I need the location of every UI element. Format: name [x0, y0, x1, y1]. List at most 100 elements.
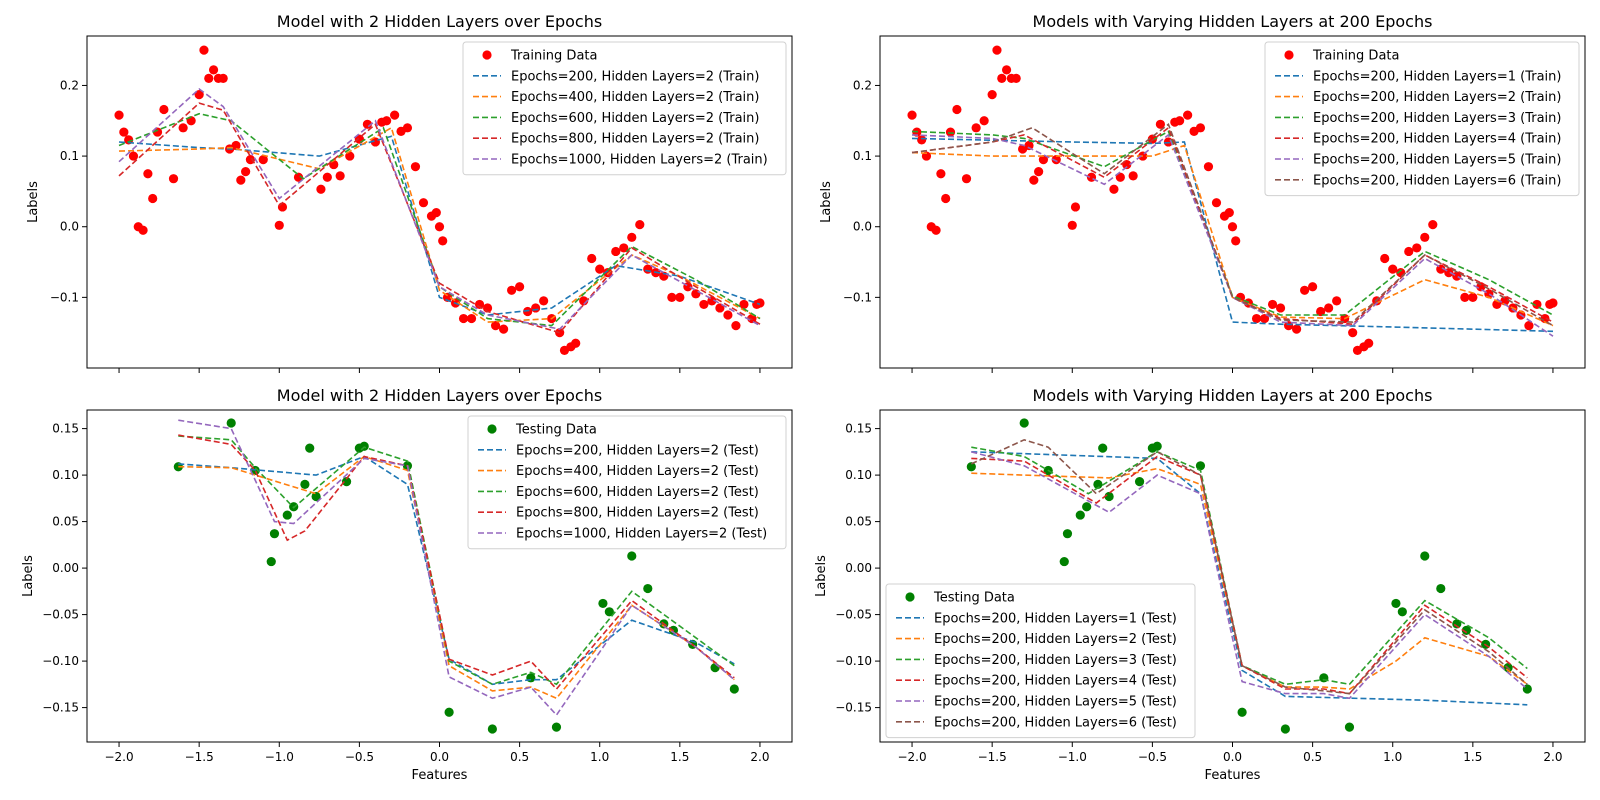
y-tick-label: 0.00: [52, 561, 79, 575]
data-point: [226, 418, 236, 428]
legend: Testing Data Epochs=200, Hidden Layers=1 …: [885, 583, 1196, 739]
subplot-bl: Model with 2 Hidden Layers over Epochs −2…: [21, 386, 793, 783]
axes-frame: [879, 409, 1586, 743]
data-point: [1224, 207, 1234, 218]
data-point: [1155, 119, 1165, 129]
y-tick-label: 0.0: [60, 220, 79, 234]
series-line: [911, 144, 1554, 327]
data-point: [667, 292, 677, 302]
plot-area: [114, 45, 765, 355]
data-point: [1524, 321, 1534, 331]
legend: Testing Data Epochs=200, Hidden Layers=2 …: [467, 415, 787, 550]
subplot-tr: Models with Varying Hidden Layers at 200…: [819, 12, 1586, 373]
legend-label: Epochs=200, Hidden Layers=2 (Test): [934, 632, 1177, 647]
data-point: [1388, 264, 1398, 274]
data-point: [498, 324, 509, 334]
y-tick-label: −0.1: [843, 290, 872, 304]
data-point: [907, 110, 917, 120]
x-tick-label: 1.5: [670, 750, 689, 764]
data-point: [1460, 292, 1470, 302]
legend-label: Epochs=1000, Hidden Layers=2 (Test): [516, 527, 767, 542]
data-point: [931, 225, 941, 235]
data-point: [1211, 198, 1222, 208]
x-axis-label: Features: [412, 768, 468, 783]
x-tick-label: 2.0: [1543, 750, 1562, 764]
legend-label: Epochs=600, Hidden Layers=2 (Test): [516, 485, 759, 500]
data-point: [1344, 722, 1355, 732]
data-point: [269, 529, 280, 539]
data-point: [345, 151, 355, 161]
data-point: [390, 110, 400, 120]
data-point: [1428, 220, 1438, 230]
data-point: [322, 172, 332, 182]
data-point: [274, 220, 284, 230]
y-tick-label: 0.05: [845, 515, 872, 529]
y-tick-label: 0.1: [60, 149, 79, 163]
legend-marker: [1284, 50, 1294, 60]
data-point: [128, 151, 139, 161]
legend-box: [1264, 41, 1580, 197]
data-point: [1259, 313, 1270, 324]
data-point: [643, 583, 653, 594]
plot-area: [966, 418, 1532, 734]
y-axis-label: Labels: [819, 181, 834, 223]
data-point: [1152, 441, 1162, 451]
legend-label: Epochs=200, Hidden Layers=1 (Train): [1313, 69, 1561, 84]
data-point: [979, 116, 989, 126]
data-point: [138, 225, 148, 235]
data-point: [458, 313, 469, 324]
data-point: [1075, 510, 1085, 520]
series-line: [178, 434, 735, 691]
legend-label: Epochs=200, Hidden Layers=2 (Train): [1313, 90, 1561, 105]
series-line: [118, 87, 761, 330]
data-point: [1391, 598, 1401, 609]
series-line: [971, 451, 1528, 700]
y-tick-label: 0.10: [52, 468, 79, 482]
legend-label: Epochs=200, Hidden Layers=2 (Train): [511, 69, 759, 84]
data-point: [1195, 461, 1206, 471]
data-point: [587, 253, 597, 264]
data-point: [1051, 155, 1061, 165]
data-point: [487, 724, 497, 734]
data-point: [1316, 306, 1326, 317]
x-tick-label: −2.0: [897, 750, 926, 764]
data-point: [1062, 529, 1073, 539]
data-point: [1109, 184, 1119, 194]
data-point: [603, 268, 613, 278]
data-point: [627, 551, 637, 561]
series-line: [911, 133, 1554, 337]
legend-box: [467, 415, 787, 550]
data-point: [1300, 285, 1310, 295]
y-axis-label: Labels: [21, 555, 36, 597]
data-point: [961, 174, 972, 184]
data-point: [1380, 253, 1390, 264]
data-point: [523, 306, 533, 317]
legend-label: Training Data: [1312, 49, 1399, 64]
plot-area: [907, 45, 1558, 355]
y-tick-label: −0.05: [835, 608, 872, 622]
data-point: [1548, 298, 1558, 308]
data-point: [539, 296, 549, 306]
data-point: [168, 174, 179, 184]
data-point: [507, 285, 517, 295]
data-point: [1024, 140, 1034, 151]
data-point: [945, 127, 956, 137]
data-point: [1308, 282, 1318, 292]
data-point: [691, 289, 701, 299]
x-tick-label: 0.0: [430, 750, 449, 764]
data-point: [382, 116, 392, 126]
x-axis-label: Features: [1205, 768, 1261, 783]
legend-marker: [487, 424, 497, 434]
data-point: [1404, 246, 1414, 257]
data-point: [1348, 328, 1358, 338]
data-point: [1324, 303, 1334, 313]
data-point: [1203, 162, 1214, 172]
y-tick-label: −0.10: [42, 654, 79, 668]
data-point: [199, 45, 209, 55]
data-point: [1364, 338, 1374, 348]
y-tick-label: 0.15: [845, 422, 872, 436]
data-point: [598, 598, 608, 609]
y-tick-label: 0.05: [52, 515, 79, 529]
legend-label: Epochs=200, Hidden Layers=5 (Test): [934, 695, 1177, 710]
data-point: [1059, 556, 1069, 567]
